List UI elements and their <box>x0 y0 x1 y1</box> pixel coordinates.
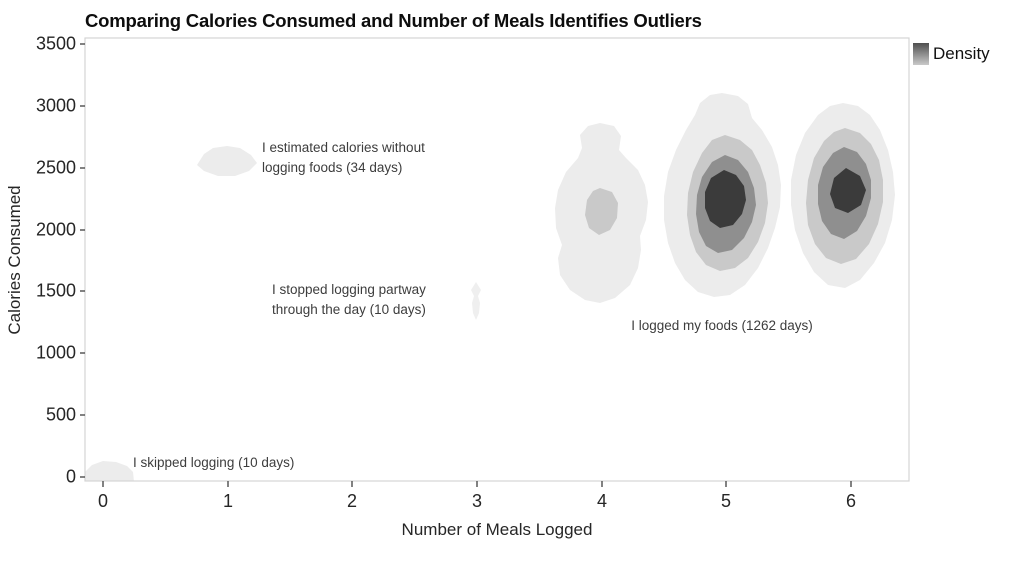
annotation-skipped: I skipped logging (10 days) <box>133 453 294 473</box>
annotation-line: I logged my foods (1262 days) <box>631 318 813 333</box>
contour-meal5-level4 <box>705 170 746 228</box>
annotation-line: through the day (10 days) <box>272 302 426 317</box>
y-tick-1500: 1500 <box>35 280 76 301</box>
annotation-line: logging foods (34 days) <box>262 160 403 175</box>
y-tick-3500: 3500 <box>35 33 76 54</box>
y-tick-3000: 3000 <box>35 95 76 116</box>
x-tick-3: 3 <box>471 491 482 511</box>
x-axis-label: Number of Meals Logged <box>401 520 593 539</box>
y-tick-500: 500 <box>45 404 76 425</box>
x-tick-0: 0 <box>97 491 108 511</box>
annotation-estimated: I estimated calories without logging foo… <box>262 138 425 178</box>
y-axis-label: Calories Consumed <box>5 185 24 335</box>
y-tick-2000: 2000 <box>35 219 76 240</box>
y-tick-2500: 2500 <box>35 157 76 178</box>
x-tick-5: 5 <box>720 491 731 511</box>
contour-meal4-level2 <box>585 188 618 235</box>
x-tick-4: 4 <box>596 491 607 511</box>
annotation-stopped: I stopped logging partway through the da… <box>272 280 426 320</box>
density-legend-label: Density <box>933 44 990 63</box>
x-tick-6: 6 <box>845 491 856 511</box>
contour-meal1-level1 <box>197 146 257 176</box>
annotation-line: I estimated calories without <box>262 140 425 155</box>
contour-meal3-level1 <box>471 282 481 320</box>
y-tick-marks <box>80 43 85 478</box>
plot-border <box>84 37 910 482</box>
y-tick-0: 0 <box>65 466 76 487</box>
contour-meal6-level4 <box>830 168 866 213</box>
annotation-logged: I logged my foods (1262 days) <box>631 316 813 336</box>
density-legend-swatch <box>913 43 929 65</box>
y-tick-1000: 1000 <box>35 342 76 363</box>
x-tick-marks <box>102 481 852 487</box>
chart-title: Comparing Calories Consumed and Number o… <box>85 10 702 31</box>
x-tick-1: 1 <box>222 491 233 511</box>
annotation-line: I stopped logging partway <box>272 282 426 297</box>
x-tick-2: 2 <box>346 491 357 511</box>
annotation-line: I skipped logging (10 days) <box>133 455 295 470</box>
contour-meal0-level1 <box>85 461 134 481</box>
